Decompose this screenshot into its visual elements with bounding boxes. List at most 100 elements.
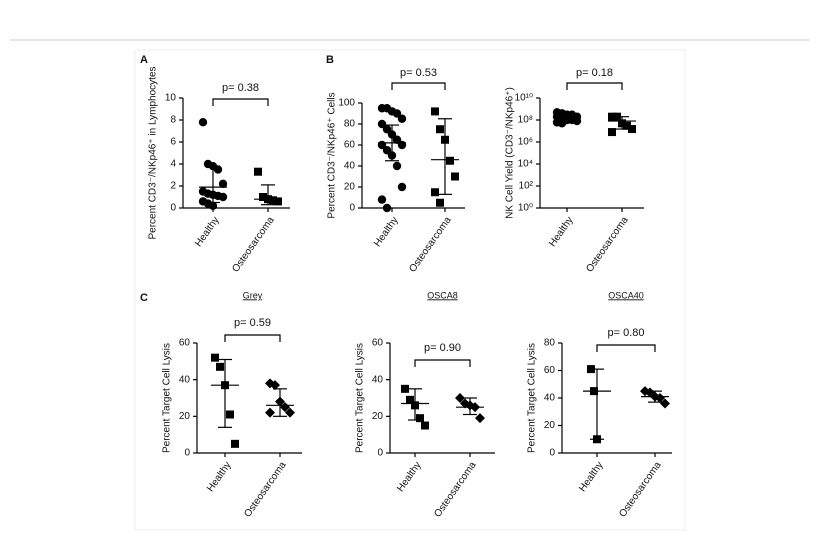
- figure-panel: [134, 49, 686, 531]
- y-tick-label: 2: [170, 181, 176, 192]
- data-point: [218, 179, 228, 188]
- y-tick-label: 80: [344, 119, 356, 130]
- data-point: [231, 439, 239, 448]
- data-point: [406, 395, 414, 404]
- y-tick-label: 20: [544, 420, 556, 431]
- data-point: [401, 384, 409, 393]
- data-point: [392, 135, 402, 144]
- y-tick-label: 10⁶: [518, 137, 533, 148]
- y-axis-label: Percent Target Cell Lysis: [527, 343, 538, 453]
- panel-label: C: [140, 292, 148, 304]
- data-point: [397, 140, 407, 150]
- data-point: [226, 410, 234, 419]
- data-point: [431, 188, 439, 197]
- data-point: [628, 125, 636, 134]
- data-point: [431, 107, 439, 116]
- p-value: p= 0.90: [424, 342, 461, 354]
- data-point: [392, 109, 402, 118]
- data-point: [265, 407, 275, 418]
- y-tick-label: 60: [179, 338, 191, 349]
- y-tick-label: 10¹⁰: [515, 93, 533, 104]
- significance-bracket: [212, 98, 269, 106]
- data-point: [259, 193, 267, 201]
- significance-bracket: [566, 82, 623, 90]
- chart-title: Grey: [243, 290, 263, 300]
- y-axis-label: Percent CD3⁻/NKp46⁺ Cells: [327, 92, 338, 218]
- significance-bracket: [224, 334, 281, 342]
- y-tick-label: 80: [544, 338, 556, 349]
- data-point: [436, 125, 444, 134]
- data-point: [216, 362, 224, 371]
- data-point: [416, 414, 424, 423]
- data-point: [655, 393, 665, 403]
- y-tick-label: 40: [372, 374, 384, 385]
- chart-title: OSCA40: [608, 290, 644, 300]
- data-point: [421, 421, 429, 430]
- y-axis-label: Percent Target Cell Lysis: [162, 343, 173, 453]
- y-tick-label: 10²: [519, 181, 534, 192]
- y-axis-label: Percent CD3⁻/NKp46⁺ in Lymphocytes: [148, 66, 159, 239]
- data-point: [213, 165, 223, 174]
- y-tick-label: 0: [377, 448, 383, 459]
- data-point: [208, 201, 218, 210]
- data-point: [572, 116, 582, 126]
- data-point: [377, 119, 387, 129]
- p-value: p= 0.53: [400, 67, 437, 79]
- y-axis-label: NK Cell Yield (CD3⁻/NKp46⁺): [505, 87, 516, 219]
- data-point: [451, 172, 459, 181]
- data-point: [377, 195, 387, 204]
- y-tick-label: 40: [544, 393, 556, 404]
- data-point: [211, 353, 219, 362]
- data-point: [198, 118, 208, 127]
- y-tick-label: 100: [338, 98, 355, 109]
- y-tick-label: 20: [344, 182, 356, 193]
- p-value: p= 0.18: [576, 67, 613, 79]
- y-tick-label: 60: [372, 338, 384, 349]
- y-tick-label: 0: [549, 448, 555, 459]
- data-point: [608, 128, 616, 137]
- y-tick-label: 4: [170, 159, 176, 170]
- y-tick-label: 0: [170, 203, 176, 214]
- data-point: [218, 192, 228, 202]
- y-tick-label: 10⁴: [518, 159, 533, 170]
- data-point: [392, 161, 402, 171]
- chart-title: OSCA8: [427, 290, 458, 300]
- data-point: [382, 146, 392, 155]
- y-tick-label: 0: [184, 448, 190, 459]
- significance-bracket: [391, 82, 446, 90]
- y-tick-label: 10⁰: [518, 203, 533, 214]
- y-tick-label: 40: [179, 374, 191, 385]
- y-tick-label: 10: [165, 93, 177, 104]
- panel-label: B: [326, 54, 334, 66]
- y-tick-label: 60: [344, 140, 356, 151]
- y-axis-label: Percent Target Cell Lysis: [355, 343, 366, 453]
- p-value: p= 0.59: [234, 317, 271, 329]
- data-point: [446, 156, 454, 165]
- y-tick-label: 40: [344, 161, 356, 172]
- data-point: [397, 182, 407, 192]
- data-point: [623, 121, 631, 130]
- y-tick-label: 20: [372, 411, 384, 422]
- data-point: [660, 398, 670, 409]
- data-point: [436, 198, 444, 207]
- data-point: [254, 167, 262, 176]
- y-tick-label: 6: [170, 137, 176, 148]
- data-point: [608, 112, 616, 121]
- data-point: [285, 407, 295, 418]
- panel-label: A: [140, 54, 148, 66]
- y-tick-label: 8: [170, 115, 176, 126]
- data-point: [397, 114, 407, 123]
- data-point: [280, 402, 290, 413]
- significance-bracket: [414, 359, 471, 367]
- data-point: [382, 125, 392, 134]
- y-tick-label: 0: [349, 203, 355, 214]
- p-value: p= 0.80: [607, 327, 644, 339]
- p-value: p= 0.38: [222, 82, 259, 94]
- data-point: [270, 380, 280, 391]
- y-tick-label: 60: [544, 365, 556, 376]
- data-point: [475, 413, 485, 424]
- y-tick-label: 10⁸: [518, 115, 533, 126]
- data-point: [455, 393, 465, 403]
- y-tick-label: 20: [179, 411, 191, 422]
